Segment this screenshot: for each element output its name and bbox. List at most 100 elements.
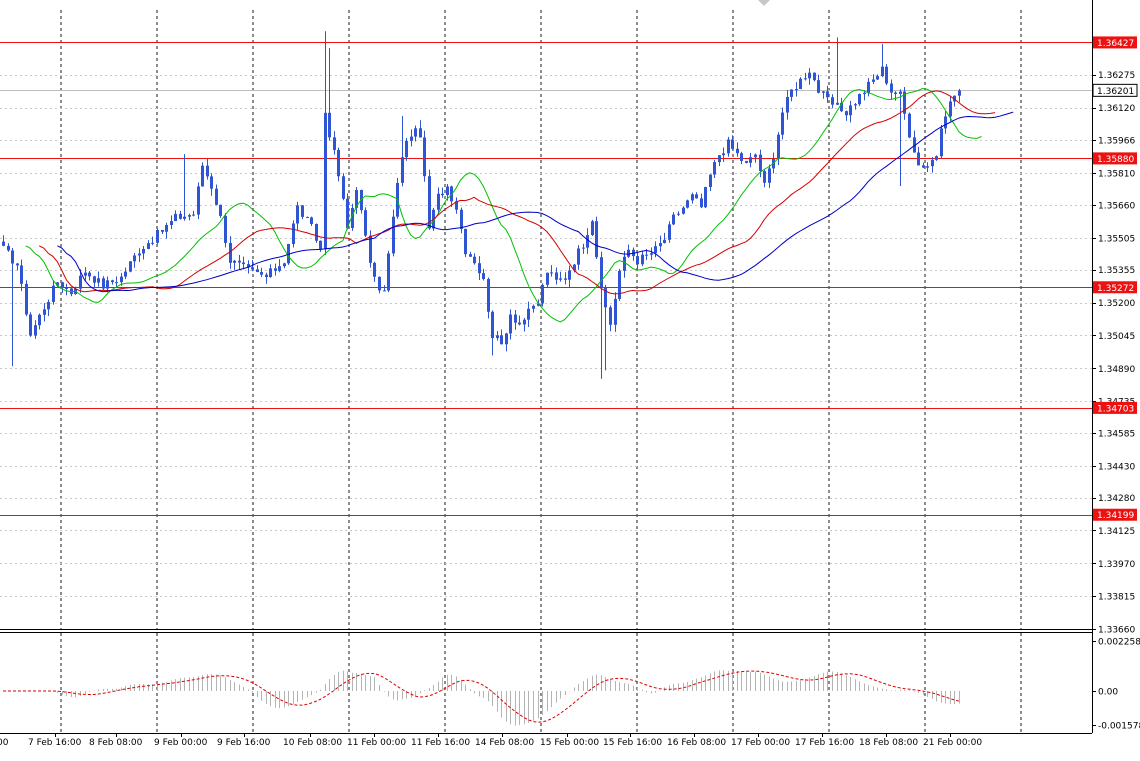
candle-body [269, 268, 272, 278]
y-tick-label: 1.36275 [1098, 71, 1135, 81]
candle-body [278, 266, 281, 271]
candle-body [392, 216, 395, 254]
candle [29, 312, 32, 337]
candle-body [383, 290, 386, 292]
candle-body [568, 270, 571, 280]
candle-body [97, 278, 100, 283]
candle [922, 162, 925, 169]
candle-body [582, 247, 585, 249]
candle-body [754, 154, 757, 158]
candle [527, 301, 530, 327]
candle [319, 240, 322, 252]
candle-body [487, 279, 490, 312]
candle [47, 299, 50, 316]
candle-body [201, 165, 204, 187]
candle [686, 199, 689, 209]
candle [913, 130, 916, 153]
candle-body [210, 176, 213, 189]
candle-body [500, 335, 503, 345]
candle-body [659, 243, 662, 247]
candle-body [550, 272, 553, 274]
oscillator-tick-label: -0.001578 [1098, 722, 1140, 732]
candle-body [808, 72, 811, 79]
candle [215, 184, 218, 206]
candle-body [88, 272, 91, 277]
candle-body [899, 91, 902, 94]
candle [926, 162, 929, 172]
candle-body [881, 66, 884, 77]
y-tick-label: 1.35355 [1098, 266, 1135, 276]
candle [627, 244, 630, 258]
candle [863, 90, 866, 101]
candle [324, 31, 327, 255]
candle [799, 77, 802, 90]
candle-body [722, 153, 725, 156]
candle [894, 91, 897, 101]
candle [229, 236, 232, 269]
candle [546, 272, 549, 289]
candle-body [460, 209, 463, 229]
candle [908, 112, 911, 139]
x-tick-label: 15 Feb 16:00 [603, 738, 662, 748]
candle [609, 305, 612, 332]
candle [337, 147, 340, 182]
y-tick-label: 1.33660 [1098, 626, 1135, 636]
candle-body [573, 264, 576, 271]
candle-body [423, 137, 426, 177]
candle-body [34, 325, 37, 336]
candle-body [564, 278, 567, 280]
candle [346, 193, 349, 230]
candle-body [559, 278, 562, 280]
candle [582, 243, 585, 254]
candle [777, 132, 780, 166]
candle [419, 120, 422, 138]
candle-body [319, 240, 322, 250]
candle [455, 197, 458, 214]
candle-body [736, 148, 739, 154]
candle [219, 204, 222, 218]
candle [903, 87, 906, 120]
candle-body [944, 116, 947, 129]
candle-body [926, 166, 929, 168]
candle [423, 130, 426, 182]
candle [831, 94, 834, 109]
candle-body [623, 256, 626, 271]
candle-body [301, 205, 304, 217]
candle [885, 64, 888, 86]
candle-body [799, 78, 802, 90]
candle [623, 250, 626, 278]
candle [233, 259, 236, 270]
candle [949, 95, 952, 122]
candle [410, 129, 413, 147]
level-price-label: 1.34703 [1093, 401, 1137, 414]
price-label-box [1093, 401, 1137, 414]
candle [518, 315, 521, 326]
candle-body [414, 128, 417, 137]
candle [586, 228, 589, 254]
candle [188, 213, 191, 221]
candle [523, 317, 526, 332]
candle-body [419, 128, 422, 138]
candle [97, 271, 100, 287]
candle-body [20, 265, 23, 284]
candle [93, 275, 96, 288]
candle-body [274, 268, 277, 271]
candle-body [247, 264, 250, 268]
x-tick-label: 17 Feb 00:00 [731, 738, 790, 748]
candle-body [52, 285, 55, 302]
candle-body [333, 137, 336, 150]
candle-body [387, 253, 390, 291]
candle [872, 74, 875, 85]
candle [129, 261, 132, 273]
candle [138, 248, 141, 262]
candle-body [124, 271, 127, 277]
price-label-text: 1.34199 [1097, 511, 1134, 521]
candle-body [337, 149, 340, 177]
candle-body [188, 215, 191, 217]
candle-body [224, 215, 227, 243]
candle [713, 160, 716, 178]
price-label-text: 1.35272 [1097, 284, 1134, 294]
candle-body [378, 276, 381, 291]
